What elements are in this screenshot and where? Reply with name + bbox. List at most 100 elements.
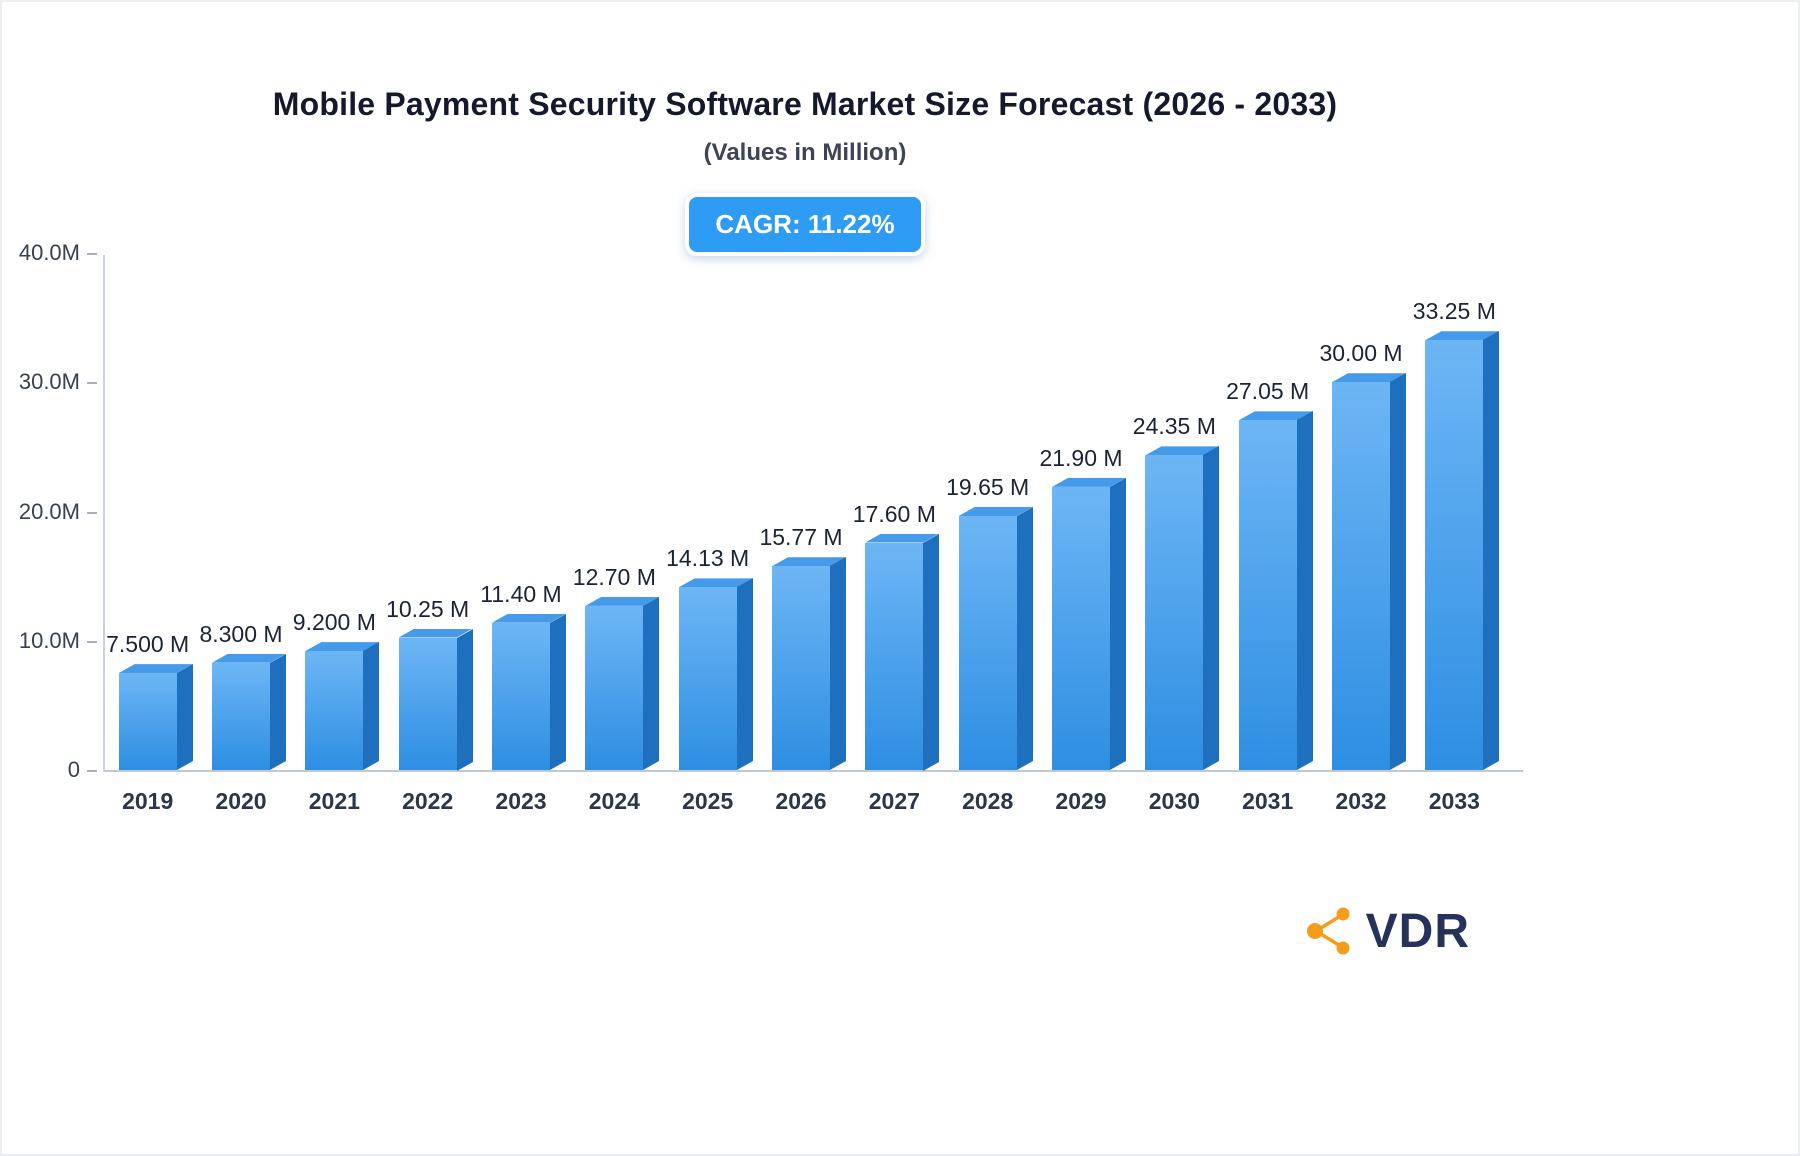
bar-2021: 9.200 M 2021	[293, 609, 380, 814]
x-axis-label-2019: 2019	[122, 788, 174, 814]
bar-side-face	[1016, 507, 1033, 770]
bar-side-face	[550, 613, 566, 770]
bar-top-face	[212, 653, 286, 663]
bar-2030: 24.35 M 2030	[1133, 413, 1220, 814]
bar-2033: 33.25 M 2033	[1413, 298, 1500, 814]
bar-front-face	[1332, 382, 1390, 770]
bar-front-face	[118, 673, 177, 770]
bar-value-label: 7.500 M	[106, 631, 190, 658]
bar-side-face	[1203, 446, 1220, 770]
x-axis-label-2024: 2024	[588, 788, 640, 814]
bar-side-face	[176, 664, 193, 770]
x-axis-label-2028: 2028	[962, 788, 1014, 814]
bar-top-face	[118, 664, 193, 674]
y-tick-30.0M: 30.0M	[0, 369, 97, 395]
bar-2027: 17.60 M 2027	[853, 501, 940, 814]
bar-side-face	[736, 578, 753, 770]
bar-side-face	[1483, 331, 1500, 770]
chart-title: Mobile Payment Security Software Market …	[272, 86, 1338, 122]
bar-top-face	[865, 533, 940, 543]
chart-subtitle: (Values in Million)	[703, 139, 907, 166]
bar-value-label: 11.40 M	[480, 580, 562, 607]
bar-value-label: 15.77 M	[759, 524, 843, 551]
bar-2032: 30.00 M 2032	[1319, 340, 1406, 814]
bar-2031: 27.05 M 2031	[1226, 378, 1313, 814]
cagr-badge: CAGR: 11.22%	[685, 193, 925, 256]
bar-side-face	[830, 557, 846, 770]
bar-top-face	[1052, 477, 1126, 487]
bar-side-face	[1296, 411, 1313, 770]
bar-2028: 19.65 M 2028	[946, 474, 1033, 814]
bar-top-face	[585, 596, 660, 606]
bar-top-face	[772, 557, 846, 567]
bar-top-face	[1238, 411, 1313, 421]
y-tick-40.0M: 40.0M	[0, 240, 97, 266]
bar-front-face	[212, 662, 270, 770]
x-axis-label-2023: 2023	[495, 788, 547, 814]
bar-value-label: 19.65 M	[946, 474, 1030, 500]
bar-front-face	[305, 651, 364, 770]
bar-front-face	[958, 516, 1017, 770]
x-axis-label-2033: 2033	[1428, 788, 1480, 814]
bar-top-face	[1425, 331, 1500, 341]
bar-side-face	[643, 596, 660, 770]
bar-value-label: 10.25 M	[386, 595, 470, 622]
bar-top-face	[678, 578, 753, 588]
bar-2019: 7.500 M 2019	[106, 631, 193, 814]
bar-front-face	[678, 587, 737, 770]
x-axis-label-2021: 2021	[308, 788, 360, 814]
bar-2020: 8.300 M 2020	[199, 621, 286, 814]
vdr-logo-icon	[1306, 907, 1350, 955]
bar-top-face	[398, 628, 473, 638]
bar-value-label: 8.300 M	[199, 620, 283, 647]
bar-front-face	[1238, 420, 1297, 770]
bar-front-face	[492, 622, 550, 770]
x-axis-label-2027: 2027	[868, 788, 920, 814]
y-tick-20.0M: 20.0M	[0, 499, 97, 525]
vdr-logo-text: VDR	[1365, 904, 1470, 958]
bar-2026: 15.77 M 2026	[759, 524, 846, 814]
bar-value-label: 17.60 M	[852, 500, 936, 527]
bar-2024: 12.70 M 2024	[573, 564, 660, 814]
x-axis-label-2030: 2030	[1148, 788, 1200, 814]
chart-header: Mobile Payment Security Software Market …	[45, 86, 1565, 256]
bar-top-face	[1145, 446, 1220, 456]
bar-value-label: 12.70 M	[572, 563, 656, 590]
bar-front-face	[1052, 486, 1110, 770]
x-axis-label-2029: 2029	[1055, 788, 1107, 814]
bar-side-face	[363, 642, 380, 770]
bar-top-face	[305, 642, 380, 652]
bar-side-face	[270, 653, 286, 770]
bar-side-face	[923, 533, 940, 770]
bar-front-face	[865, 542, 924, 770]
x-axis-label-2020: 2020	[215, 788, 267, 814]
bar-front-face	[585, 605, 644, 770]
y-tick-10.0M: 10.0M	[0, 628, 97, 654]
bar-2025: 14.13 M 2025	[666, 545, 753, 814]
y-tick-0: 0	[0, 757, 97, 783]
x-axis-label-2031: 2031	[1242, 788, 1294, 814]
vdr-logo: VDR	[1302, 902, 1470, 960]
bar-value-label: 24.35 M	[1132, 413, 1216, 440]
bar-side-face	[1110, 477, 1126, 770]
bar-top-face	[1332, 373, 1406, 383]
bar-value-label: 33.25 M	[1412, 298, 1496, 325]
bar-2023: 11.40 M 2023	[480, 581, 566, 814]
bar-top-face	[958, 507, 1033, 516]
x-axis-label-2025: 2025	[682, 788, 734, 814]
bar-2022: 10.25 M 2022	[386, 596, 473, 814]
bar-value-label: 27.05 M	[1226, 378, 1310, 405]
bar-front-face	[772, 566, 830, 770]
bar-front-face	[1425, 340, 1484, 770]
bar-front-face	[398, 637, 457, 770]
x-axis-label-2032: 2032	[1335, 788, 1387, 814]
bar-side-face	[1390, 373, 1406, 770]
x-axis-label-2026: 2026	[775, 788, 827, 814]
bar-value-label: 30.00 M	[1319, 340, 1403, 367]
bar-top-face	[492, 613, 566, 623]
bar-2029: 21.90 M 2029	[1039, 445, 1126, 814]
x-axis-label-2022: 2022	[402, 788, 454, 814]
bar-value-label: 9.200 M	[292, 609, 376, 636]
